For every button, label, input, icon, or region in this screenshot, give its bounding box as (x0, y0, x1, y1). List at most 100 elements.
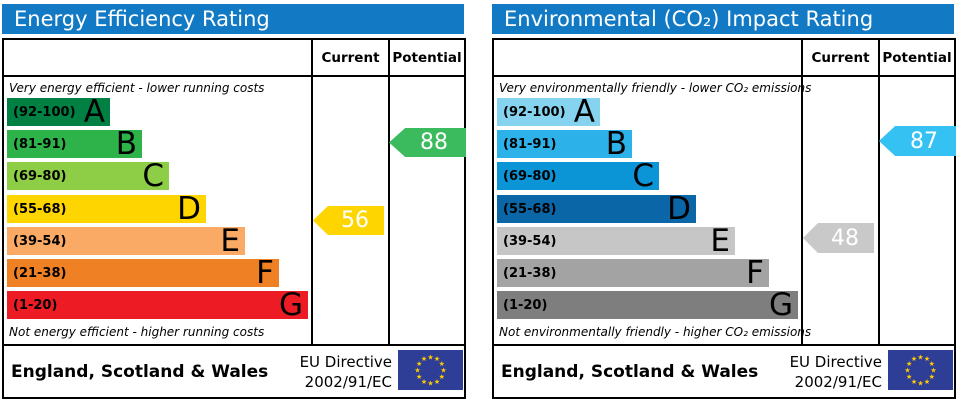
band-row-e: (39-54) E (7, 223, 245, 259)
panel-title: Environmental (CO₂) Impact Rating (492, 4, 954, 34)
eu-directive-line2: 2002/91/EC (304, 373, 392, 391)
band-range: (81-91) (13, 136, 67, 152)
column-divider (878, 38, 880, 346)
svg-text:★: ★ (917, 354, 923, 362)
svg-text:★: ★ (427, 354, 433, 362)
band-letter: G (768, 287, 793, 323)
svg-text:★: ★ (929, 360, 935, 368)
environmental-impact-panel: Environmental (CO₂) Impact Rating Curren… (490, 0, 957, 404)
current-column-header: Current (321, 49, 380, 66)
column-divider (388, 38, 390, 346)
band-row-f: (21-38) F (497, 255, 769, 291)
band-range: (21-38) (503, 265, 557, 281)
band-range: (1-20) (503, 297, 548, 313)
footer-divider (492, 344, 956, 346)
header-divider (492, 75, 956, 77)
eu-directive-line1: EU Directive (299, 353, 392, 371)
band-letter: C (142, 158, 164, 194)
band-row-g: (1-20) G (7, 287, 308, 323)
potential-rating-arrow: 87 (879, 126, 956, 156)
band-row-b: (81-91) B (7, 129, 142, 160)
svg-text:★: ★ (439, 373, 445, 381)
band-letter: E (710, 223, 730, 259)
band-letter: F (256, 255, 274, 291)
band-letter: G (278, 287, 303, 323)
potential-column-header: Potential (392, 49, 462, 66)
footer-divider (2, 344, 466, 346)
band-range: (81-91) (503, 136, 557, 152)
svg-text:★: ★ (439, 360, 445, 368)
svg-text:★: ★ (911, 355, 917, 363)
band-row-c: (69-80) C (497, 158, 659, 194)
panel-title: Energy Efficiency Rating (2, 4, 464, 34)
column-divider (311, 38, 313, 346)
svg-text:★: ★ (906, 373, 912, 381)
band-range: (39-54) (503, 233, 557, 249)
svg-text:★: ★ (917, 380, 923, 388)
band-letter: F (746, 255, 764, 291)
svg-text:★: ★ (904, 367, 910, 375)
svg-text:★: ★ (911, 378, 917, 386)
bottom-note: Not energy efficient - higher running co… (9, 325, 265, 339)
band-row-g: (1-20) G (497, 287, 798, 323)
band-letter: C (632, 158, 654, 194)
svg-text:★: ★ (434, 355, 440, 363)
band-letter: A (573, 94, 595, 130)
band-row-c: (69-80) C (7, 158, 169, 194)
potential-column-header: Potential (882, 49, 952, 66)
top-note: Very environmentally friendly - lower CO… (499, 81, 812, 95)
eu-directive-label: EU Directive 2002/91/EC (770, 352, 882, 392)
energy-efficiency-panel: Energy Efficiency Rating Current Potenti… (0, 0, 467, 404)
top-note: Very energy efficient - lower running co… (9, 81, 265, 95)
band-letter: D (667, 191, 691, 227)
header-divider (2, 75, 466, 77)
svg-text:★: ★ (924, 378, 930, 386)
eu-flag-icon: ★ ★ ★ ★ ★ ★ ★ ★ ★ ★ ★ ★ (888, 350, 953, 390)
band-row-e: (39-54) E (497, 223, 735, 259)
svg-text:★: ★ (930, 367, 936, 375)
band-range: (69-80) (13, 168, 67, 184)
band-row-f: (21-38) F (7, 255, 279, 291)
table-frame (2, 38, 466, 399)
band-letter: E (220, 223, 240, 259)
svg-text:★: ★ (416, 360, 422, 368)
column-divider (801, 38, 803, 346)
eu-directive-line2: 2002/91/EC (794, 373, 882, 391)
band-range: (1-20) (13, 297, 58, 313)
eu-directive-label: EU Directive 2002/91/EC (280, 352, 392, 392)
eu-flag-icon: ★ ★ ★ ★ ★ ★ ★ ★ ★ ★ ★ ★ (398, 350, 463, 390)
current-rating-arrow: 48 (803, 223, 874, 253)
potential-rating-arrow: 88 (389, 128, 466, 157)
svg-text:★: ★ (929, 373, 935, 381)
band-row-b: (81-91) B (497, 126, 632, 162)
svg-text:★: ★ (906, 360, 912, 368)
current-rating-arrow: 56 (313, 206, 384, 235)
eu-directive-line1: EU Directive (789, 353, 882, 371)
region-label: England, Scotland & Wales (501, 362, 759, 382)
band-range: (55-68) (503, 201, 557, 217)
band-letter: D (177, 191, 201, 227)
region-label: England, Scotland & Wales (11, 362, 269, 382)
band-letter: B (605, 126, 627, 162)
band-range: (92-100) (503, 104, 566, 120)
band-row-d: (55-68) D (7, 191, 206, 227)
svg-text:★: ★ (421, 378, 427, 386)
svg-text:★: ★ (924, 355, 930, 363)
bottom-note: Not environmentally friendly - higher CO… (499, 325, 812, 339)
band-range: (55-68) (13, 201, 67, 217)
svg-text:★: ★ (421, 355, 427, 363)
band-range: (39-54) (13, 233, 67, 249)
table-frame (492, 38, 956, 399)
svg-text:★: ★ (414, 367, 420, 375)
band-range: (21-38) (13, 265, 67, 281)
svg-text:★: ★ (440, 367, 446, 375)
band-letter: A (83, 94, 105, 130)
band-row-a: (92-100) A (7, 94, 110, 130)
band-row-a: (92-100) A (497, 94, 600, 130)
svg-text:★: ★ (416, 373, 422, 381)
current-column-header: Current (811, 49, 870, 66)
svg-text:★: ★ (434, 378, 440, 386)
band-range: (92-100) (13, 104, 76, 120)
band-row-d: (55-68) D (497, 191, 696, 227)
